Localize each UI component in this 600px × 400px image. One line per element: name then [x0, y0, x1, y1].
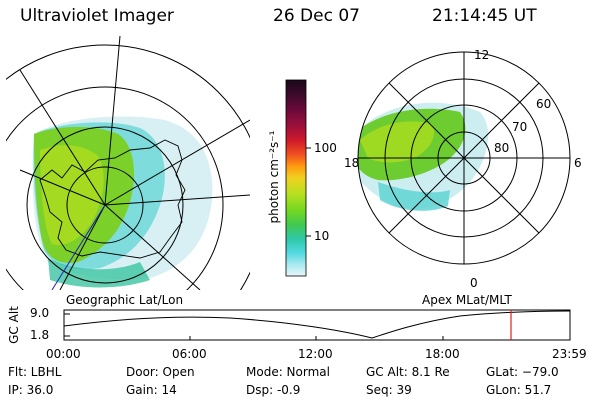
- date-label: 26 Dec 07: [273, 6, 360, 26]
- altitude-plot: [63, 309, 571, 341]
- door-info: Door: Open: [126, 365, 195, 379]
- lat-circle-outer: [6, 44, 250, 290]
- mlt-line-diag-2: [388, 82, 540, 234]
- apex-caption: Apex MLat/MLT: [422, 293, 512, 307]
- colorbar-tick-label-100: 100: [314, 141, 337, 155]
- meridian-3: [104, 194, 250, 206]
- altitude-plot-frame: [63, 309, 571, 341]
- terminator-line: [51, 204, 106, 290]
- alt-ytick-label-9: 9.0: [30, 306, 50, 320]
- mode-info: Mode: Normal: [246, 365, 330, 379]
- mlat-label-80: 80: [494, 141, 510, 155]
- ip-info: IP: 36.0: [8, 383, 54, 397]
- dsp-info: Dsp: -0.9: [246, 383, 301, 397]
- mlat-label-60: 60: [536, 97, 552, 111]
- alt-xtick-label-end: 23:59: [552, 347, 587, 361]
- apex-polar-plot: [357, 51, 571, 265]
- glat-info: GLat: −79.0: [486, 365, 559, 379]
- alt-xtick-label-12: 12:00: [298, 347, 333, 361]
- colorbar-unit-label: photon cm⁻²s⁻¹: [267, 130, 281, 224]
- antarctica-coastline: [39, 139, 186, 259]
- mlt-label-6: 6: [574, 156, 582, 170]
- aurora-yellow-green-region: [40, 145, 104, 246]
- meridian-1: [104, 36, 121, 206]
- altitude-curve: [63, 310, 571, 339]
- instrument-title: Ultraviolet Imager: [20, 6, 174, 26]
- mlat-aurora-yellow: [360, 121, 434, 163]
- gain-info: Gain: 14: [126, 383, 177, 397]
- filter-info: Flt: LBHL: [8, 365, 62, 379]
- colorbar-scale: [285, 79, 307, 277]
- geographic-map: [6, 36, 250, 290]
- geographic-caption: Geographic Lat/Lon: [66, 293, 184, 307]
- lat-circle-2: [6, 86, 224, 290]
- mlt-label-0: 0: [470, 276, 478, 290]
- mlat-label-70: 70: [512, 120, 528, 134]
- alt-xtick-label-06: 06:00: [172, 347, 207, 361]
- alt-ylabel: GC Alt: [7, 306, 21, 344]
- meridian-4: [104, 204, 201, 290]
- colorbar-tick-label-10: 10: [314, 229, 330, 243]
- alt-xtick-label-18: 18:00: [425, 347, 460, 361]
- time-label: 21:14:45 UT: [432, 6, 537, 26]
- seq-info: Seq: 39: [366, 383, 412, 397]
- alt-ytick-label-1.8: 1.8: [30, 328, 50, 342]
- gc-alt-info: GC Alt: 8.1 Re: [366, 365, 450, 379]
- meridian-2: [104, 119, 250, 206]
- mlt-label-18: 18: [344, 156, 360, 170]
- lat-circle-3: [26, 126, 184, 284]
- meridian-6: [19, 69, 106, 206]
- alt-xtick-label-00: 00:00: [46, 347, 81, 361]
- lat-circle-inner: [66, 166, 144, 244]
- meridian-7: [59, 204, 106, 290]
- mlat-aurora-cyan: [378, 182, 450, 211]
- meridian-5: [19, 169, 106, 206]
- glon-info: GLon: 51.7: [486, 383, 552, 397]
- mlt-label-12: 12: [474, 48, 490, 62]
